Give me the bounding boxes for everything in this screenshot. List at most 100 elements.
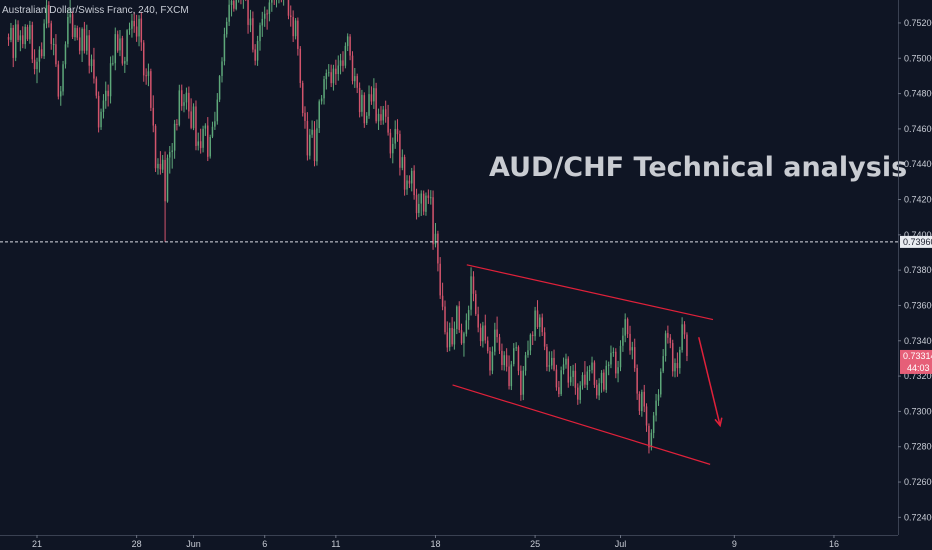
candle-body: [327, 72, 330, 74]
candle: [375, 82, 377, 124]
candle: [472, 271, 475, 302]
candle-body: [434, 233, 437, 245]
candle-body: [553, 357, 555, 370]
candle: [349, 34, 351, 61]
candle-body: [247, 0, 249, 25]
candle: [510, 360, 513, 391]
candle: [527, 340, 529, 358]
candle-body: [501, 350, 503, 365]
candle-body: [214, 121, 216, 127]
candle: [401, 149, 404, 171]
candle: [451, 317, 453, 347]
candle-body: [669, 337, 672, 344]
candle: [567, 356, 570, 388]
candle: [223, 27, 226, 66]
candle: [591, 356, 593, 374]
candle-body: [62, 64, 64, 92]
candle: [238, 0, 240, 3]
candle: [202, 125, 204, 153]
candle: [192, 103, 195, 131]
candle-body: [406, 180, 408, 190]
candle-body: [676, 363, 679, 369]
candle: [489, 347, 491, 376]
arrow-shaft[interactable]: [698, 337, 721, 426]
candle-body: [671, 343, 674, 372]
candle-body: [109, 63, 112, 97]
candle: [55, 34, 57, 67]
candle: [294, 18, 297, 40]
candle-body: [667, 333, 669, 338]
channel-lower-line[interactable]: [452, 384, 711, 465]
candle: [180, 84, 183, 111]
candle: [498, 333, 501, 355]
candle-body: [159, 163, 162, 170]
candle: [458, 301, 460, 333]
candle-body: [536, 310, 539, 328]
candle-body: [515, 347, 517, 349]
candle-body: [121, 38, 124, 64]
candle-body: [612, 351, 615, 353]
candle: [593, 360, 596, 388]
candle-body: [546, 346, 548, 367]
candle-body: [197, 141, 199, 146]
candle: [422, 190, 425, 216]
candle-body: [311, 129, 313, 135]
candle: [605, 360, 608, 393]
candle: [335, 59, 337, 85]
candle-body: [574, 370, 577, 388]
arrow-head[interactable]: [714, 417, 723, 428]
candle: [240, 0, 242, 5]
candle-body: [643, 391, 646, 407]
candle: [444, 300, 446, 335]
candle: [195, 100, 197, 151]
chart-title: Australian Dollar/Swiss Franc, 240, FXCM: [2, 5, 189, 16]
candle-body: [465, 320, 468, 334]
candle: [524, 351, 527, 376]
candle: [287, 0, 290, 20]
candle: [484, 314, 487, 344]
candle-body: [418, 203, 420, 213]
candle-body: [112, 63, 114, 65]
candle: [14, 19, 17, 62]
candle-body: [271, 0, 273, 3]
candle-body: [31, 24, 34, 60]
candle-body: [86, 35, 88, 51]
candle-body: [361, 94, 363, 112]
candle: [119, 30, 121, 57]
candle-body: [375, 88, 377, 122]
candle: [686, 332, 688, 362]
candle: [233, 0, 235, 12]
candle: [529, 333, 532, 356]
candle-body: [81, 28, 83, 51]
candle: [183, 94, 185, 113]
candle: [420, 190, 422, 216]
candle-body: [636, 367, 638, 394]
candle-body: [230, 0, 233, 5]
candle-body: [216, 99, 219, 122]
candle: [216, 93, 219, 125]
candle-body: [128, 28, 131, 30]
candle: [384, 100, 387, 123]
candle-body: [486, 340, 489, 351]
candle: [124, 56, 126, 73]
candle-body: [401, 157, 404, 168]
candle-body: [211, 126, 214, 137]
channel-upper-line[interactable]: [466, 264, 714, 321]
time-axis[interactable]: 21 28 Jun 6 11 18 25 Jul 9 16: [32, 535, 839, 549]
candle: [662, 349, 664, 374]
candle: [581, 372, 584, 390]
candle: [131, 13, 133, 38]
candle: [648, 423, 650, 454]
candle: [460, 323, 463, 345]
candle-body: [410, 170, 413, 184]
candle-body: [551, 357, 553, 366]
candle-body: [287, 0, 290, 16]
candle-body: [567, 358, 570, 383]
candle: [33, 49, 36, 75]
